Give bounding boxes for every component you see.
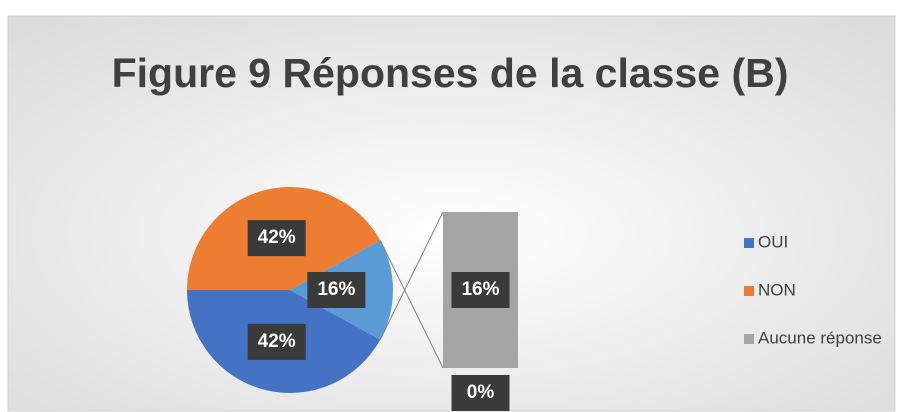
legend-label: NON bbox=[758, 280, 796, 299]
data-label: 0% bbox=[467, 382, 495, 403]
legend-swatch bbox=[744, 334, 754, 344]
label-box bbox=[247, 220, 306, 257]
legend-label: OUI bbox=[758, 232, 788, 251]
label-box bbox=[451, 272, 510, 308]
data-label: 16% bbox=[317, 279, 355, 300]
legend-swatch bbox=[744, 238, 754, 248]
label-box bbox=[451, 375, 510, 411]
connector bbox=[379, 211, 444, 340]
data-label: 16% bbox=[461, 279, 499, 300]
data-label: 42% bbox=[258, 331, 296, 352]
connector bbox=[379, 240, 444, 369]
legend-swatch bbox=[744, 286, 754, 296]
data-label: 42% bbox=[258, 227, 296, 248]
chart-title: Figure 9 Réponses de la classe (B) bbox=[112, 50, 789, 96]
legend-label: Aucune réponse bbox=[758, 328, 882, 347]
label-box bbox=[307, 272, 366, 308]
label-box bbox=[247, 323, 306, 360]
